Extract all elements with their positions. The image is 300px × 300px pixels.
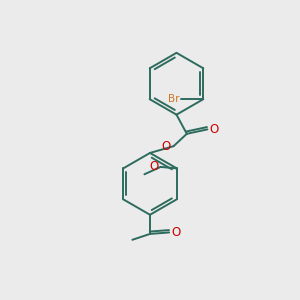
Text: O: O: [210, 123, 219, 136]
Text: Br: Br: [168, 94, 179, 104]
Text: O: O: [161, 140, 171, 153]
Text: O: O: [150, 160, 159, 173]
Text: O: O: [172, 226, 181, 239]
